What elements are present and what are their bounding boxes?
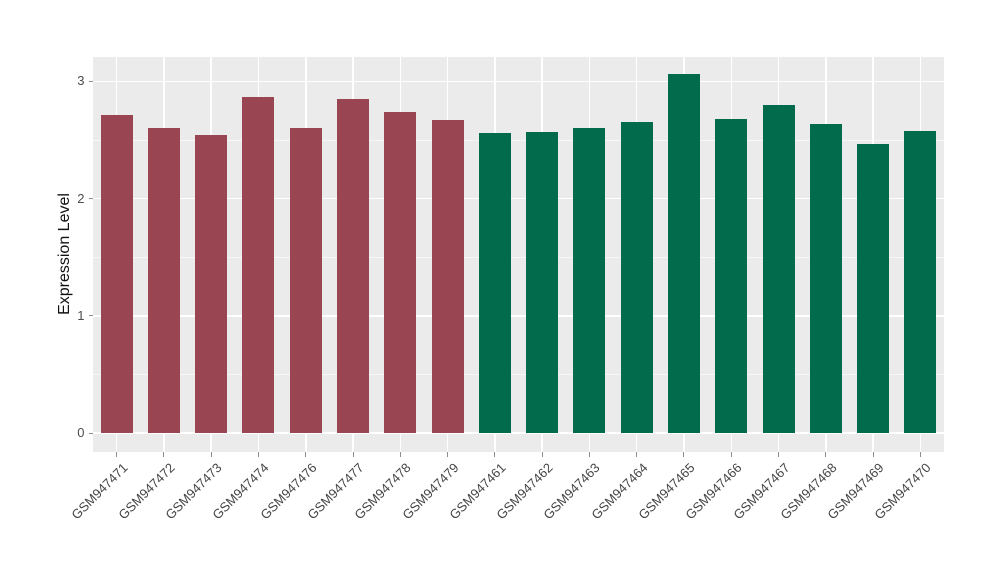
x-tick-mark: [683, 452, 685, 457]
x-tick-mark: [163, 452, 165, 457]
gridline-minor: [93, 139, 944, 141]
bar: [620, 122, 653, 433]
x-tick-mark: [825, 452, 827, 457]
y-tick-mark: [88, 198, 93, 200]
bar: [147, 128, 180, 433]
y-tick-mark: [88, 432, 93, 434]
x-tick-mark: [730, 452, 732, 457]
gridline-major: [93, 80, 944, 83]
bar: [337, 98, 370, 433]
y-axis-title: Expression Level: [56, 193, 73, 315]
y-tick-label: 1: [77, 307, 85, 323]
x-tick-mark: [919, 452, 921, 457]
x-tick-mark: [399, 452, 401, 457]
bar: [526, 131, 559, 433]
bar: [431, 120, 464, 433]
x-tick-mark: [494, 452, 496, 457]
y-tick-label: 0: [77, 425, 85, 440]
bar: [242, 96, 275, 433]
bar: [100, 115, 133, 433]
bar: [857, 143, 890, 433]
bar: [384, 111, 417, 433]
x-tick-mark: [541, 452, 543, 457]
bar: [762, 104, 795, 433]
bar: [289, 128, 322, 433]
gridline-minor: [93, 256, 944, 258]
gridline-minor: [93, 373, 944, 375]
gridline-major: [93, 432, 944, 434]
bar: [809, 123, 842, 433]
x-tick-mark: [305, 452, 307, 457]
bar: [667, 74, 700, 433]
x-tick-mark: [872, 452, 874, 457]
x-tick-mark: [588, 452, 590, 457]
y-tick-label: 3: [77, 73, 85, 89]
x-tick-mark: [210, 452, 212, 457]
x-tick-mark: [116, 452, 118, 457]
gridline-major: [93, 197, 944, 200]
y-tick-label: 2: [77, 190, 85, 206]
x-tick-mark: [352, 452, 354, 457]
bar: [904, 130, 937, 433]
x-tick-mark: [257, 452, 259, 457]
bar: [478, 132, 511, 433]
x-tick-mark: [636, 452, 638, 457]
gridline-major: [93, 315, 944, 317]
x-tick-mark: [778, 452, 780, 457]
y-tick-mark: [88, 315, 93, 317]
y-tick-mark: [88, 80, 93, 82]
bar: [715, 118, 748, 433]
x-tick-mark: [447, 452, 449, 457]
bar: [195, 135, 228, 433]
plot-panel: [93, 57, 944, 452]
bar: [573, 128, 606, 433]
